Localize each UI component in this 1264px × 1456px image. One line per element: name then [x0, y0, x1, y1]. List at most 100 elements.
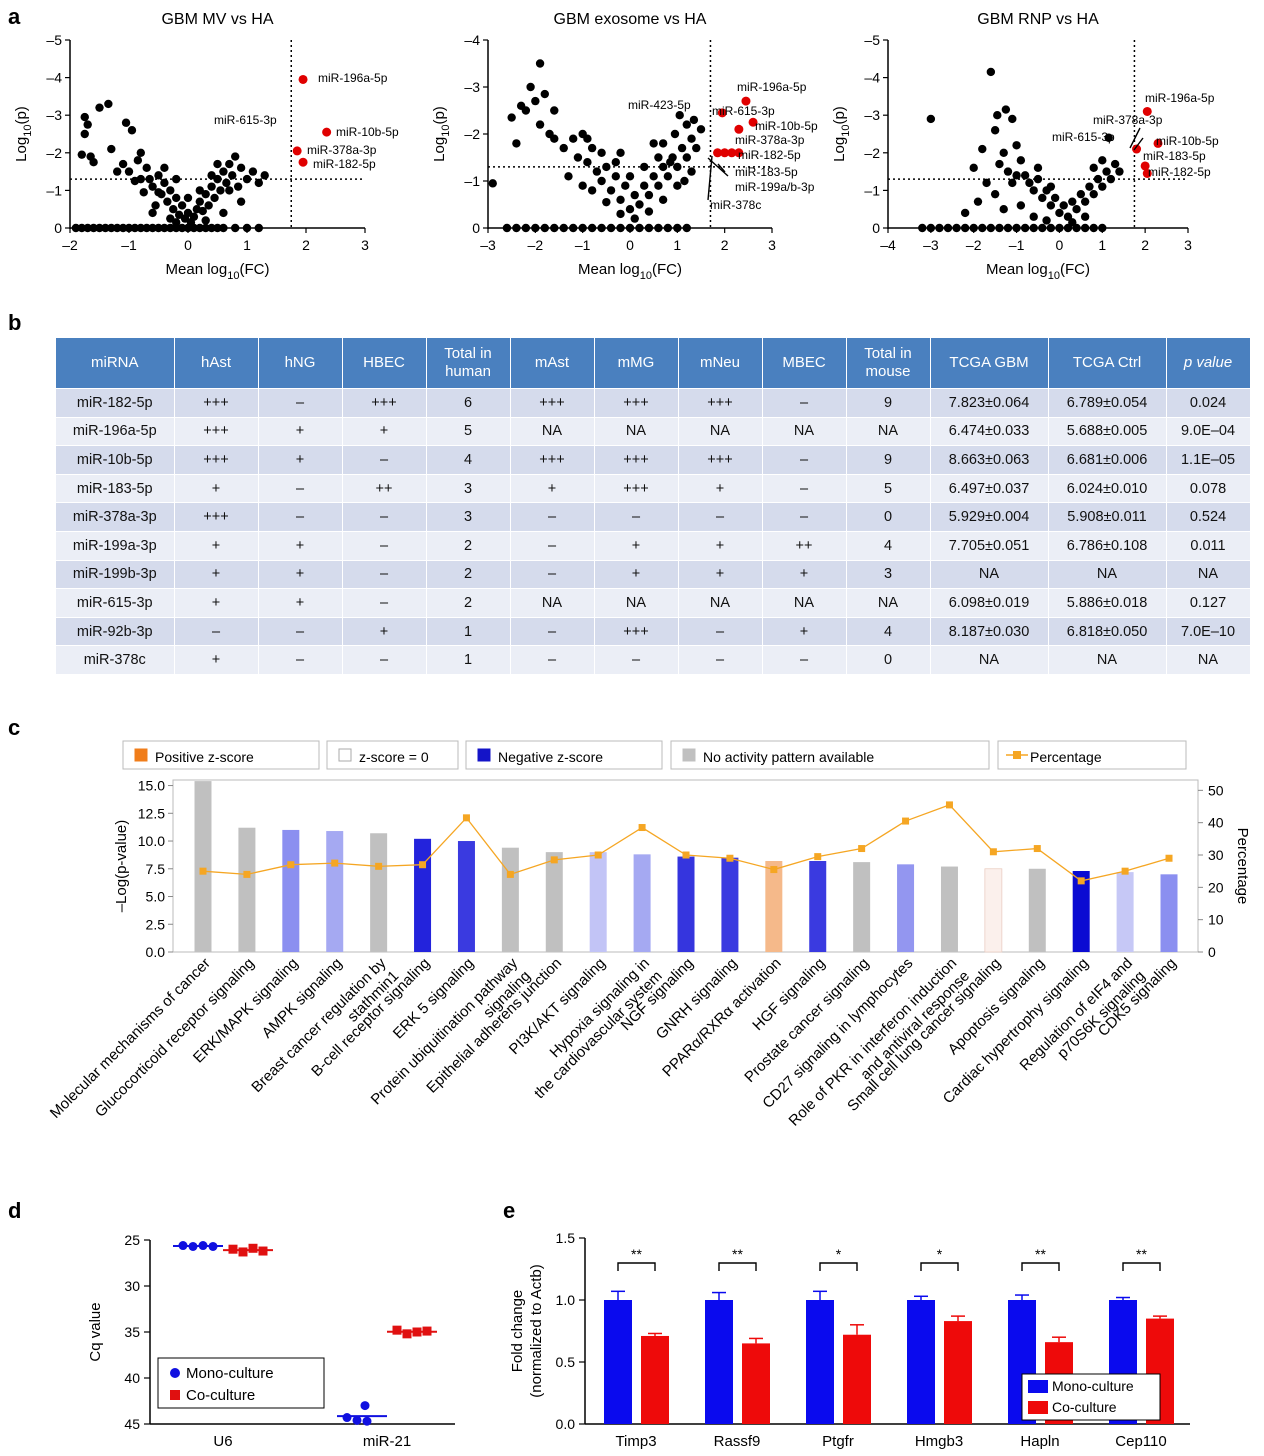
data-point: [95, 223, 104, 233]
data-point: [1072, 205, 1081, 214]
table-cell: NA: [1048, 645, 1167, 674]
data-point: [166, 223, 175, 233]
table-cell: miR-378a-3p: [56, 502, 175, 532]
legend-swatch: [477, 748, 491, 762]
data-point: [1068, 197, 1077, 206]
pointer-arrow: [1129, 127, 1141, 149]
legend-box: [122, 740, 320, 770]
data-point: [999, 205, 1008, 214]
pathway-bar: [457, 841, 475, 952]
data-point: [127, 126, 137, 135]
table-cell: +++: [594, 388, 679, 418]
y-tick-label: –4: [864, 70, 880, 86]
fold-bar: [604, 1300, 632, 1424]
y-axis-label: –Log(p-value): [113, 820, 130, 913]
table-cell: +: [258, 416, 343, 446]
data-point: [630, 190, 639, 200]
table-cell: –: [258, 388, 343, 418]
x-tick-label: –3: [923, 237, 939, 253]
co-point: [422, 1326, 432, 1336]
data-point: [1098, 223, 1107, 233]
data-point: [207, 171, 216, 180]
data-point: [136, 174, 145, 184]
data-point: [597, 148, 606, 157]
col-header: TCGA GBM: [930, 338, 1049, 389]
table-cell: –: [510, 645, 595, 674]
y-tick-label: 0: [54, 220, 62, 236]
table-cell: NA: [1166, 645, 1251, 674]
table-cell: +: [510, 473, 595, 503]
data-point: [1068, 218, 1077, 227]
data-point: [1025, 178, 1034, 188]
percentage-marker: [770, 866, 778, 874]
data-point: [1016, 201, 1026, 210]
table-cell: +++: [174, 416, 259, 446]
y-axis-label: Cq value: [87, 1302, 104, 1361]
significance-bracket: [1021, 1262, 1060, 1271]
data-point: [677, 143, 687, 153]
data-point: [986, 223, 996, 233]
x-label-end: (FC): [1060, 261, 1090, 278]
table-cell: +++: [594, 473, 679, 503]
y-tick-label: 0.0: [146, 944, 166, 960]
pathway-bar: [545, 852, 563, 952]
data-point: [1059, 201, 1068, 210]
table-cell: NA: [594, 588, 679, 618]
data-point: [1046, 223, 1056, 233]
data-point: [969, 163, 978, 173]
data-point: [1102, 167, 1111, 176]
y-tick-label: –3: [46, 107, 62, 123]
table-row: miR-378c + – –1– – – –0 NA NA NA: [56, 645, 1251, 674]
highlight-label: miR-196a-5p: [318, 71, 388, 85]
significance-mark: **: [1136, 1246, 1147, 1262]
data-point: [1076, 189, 1086, 199]
data-point: [118, 159, 128, 169]
volcano-title: GBM exosome vs HA: [554, 11, 707, 28]
table-cell: 6.789±0.054: [1048, 388, 1167, 418]
table-cell: 0.127: [1166, 588, 1251, 618]
table-cell: NA: [1048, 559, 1167, 589]
table-row: miR-182-5p +++ – +++ 6 +++ +++ +++ –9 7.823±0.064…: [56, 388, 1251, 418]
table-cell: ++: [762, 530, 847, 561]
table-cell: –: [510, 616, 595, 646]
data-point: [602, 162, 611, 172]
data-point: [587, 223, 597, 233]
mono-point: [360, 1401, 370, 1411]
data-point: [943, 223, 953, 233]
y-label-main: Log: [831, 137, 848, 162]
pathway-bar: [194, 781, 212, 952]
pointer-arrow: [1133, 137, 1144, 151]
data-point: [254, 178, 263, 188]
annotation-label: miR-615-3p: [1052, 130, 1115, 144]
data-point: [673, 181, 682, 190]
data-point: [960, 223, 970, 233]
data-point: [1050, 193, 1060, 203]
y-tick-label: 0: [872, 220, 880, 236]
table-row: miR-183-5p + – ++ 3 + +++ + –5 6.497±0.037 6.024±0…: [56, 473, 1251, 503]
table-cell: miR-199b-3p: [56, 559, 175, 589]
highlight-label: miR-182-5p: [738, 148, 801, 162]
x-label-sub: 10: [227, 270, 239, 282]
data-point: [960, 208, 970, 218]
mono-point: [342, 1413, 352, 1423]
y-tick-label: –2: [864, 145, 880, 161]
data-point: [1106, 174, 1116, 184]
pathway-bar: [414, 838, 432, 952]
volcano-title: GBM RNP vs HA: [977, 11, 1099, 28]
data-point: [644, 223, 654, 233]
x-label-sub: 10: [1048, 270, 1060, 282]
y2-tick-label: 30: [1208, 847, 1224, 863]
percentage-marker: [726, 854, 734, 862]
significance-bracket: [920, 1262, 959, 1271]
data-point: [952, 223, 961, 233]
highlight-label: miR-182-5p: [1148, 165, 1211, 179]
table-cell: –: [258, 645, 343, 674]
data-point: [204, 201, 213, 210]
data-point: [540, 223, 549, 233]
data-point: [1046, 182, 1056, 191]
table-cell: +++: [342, 388, 427, 418]
table-cell: –: [678, 645, 763, 674]
data-point: [654, 153, 663, 162]
data-point: [982, 178, 991, 188]
